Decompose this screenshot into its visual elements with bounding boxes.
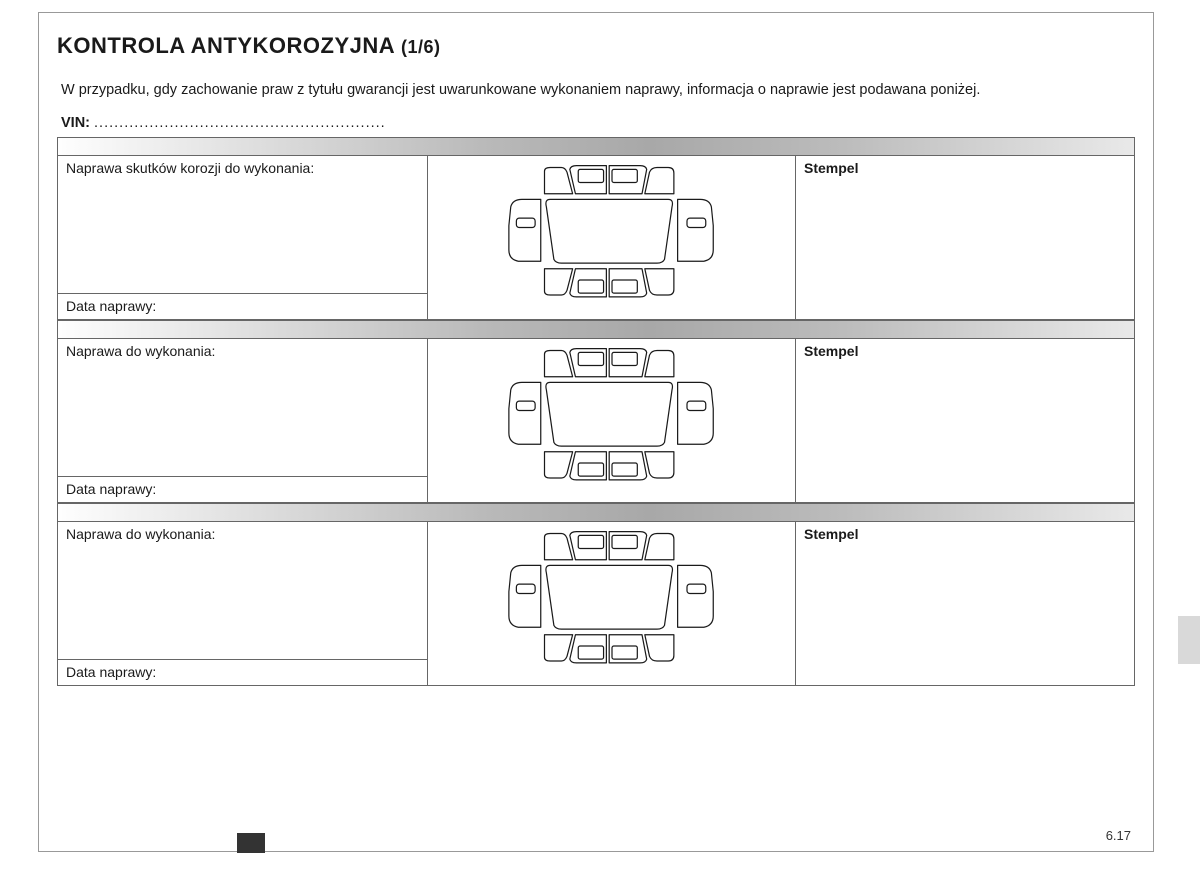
repair-date-cell: Data naprawy: bbox=[58, 476, 428, 502]
footer-tab-marker bbox=[237, 833, 265, 853]
repair-description-cell: Naprawa skutków korozji do wykonania: bbox=[58, 155, 428, 293]
vin-field: VIN: ...................................… bbox=[61, 115, 1131, 131]
title-main: KONTROLA ANTYKOROZYJNA bbox=[57, 33, 394, 58]
car-diagram-cell bbox=[428, 521, 796, 685]
stamp-label: Stempel bbox=[804, 343, 858, 359]
inspection-block-1: Naprawa skutków korozji do wykonania: St… bbox=[57, 155, 1135, 320]
page-number: 6.17 bbox=[1106, 828, 1131, 843]
inspection-block-3: Naprawa do wykonania: Stempel Data napra… bbox=[57, 521, 1135, 686]
vin-dots: ........................................… bbox=[94, 115, 386, 131]
intro-paragraph: W przypadku, gdy zachowanie praw z tytuł… bbox=[61, 81, 1131, 101]
car-diagram-cell bbox=[428, 155, 796, 319]
stamp-label: Stempel bbox=[804, 526, 858, 542]
divider-bar bbox=[57, 137, 1135, 155]
car-diagram-cell bbox=[428, 338, 796, 502]
stamp-cell: Stempel bbox=[796, 155, 1135, 319]
inspection-block-2: Naprawa do wykonania: Stempel Data napra… bbox=[57, 338, 1135, 503]
vin-label: VIN: bbox=[61, 115, 90, 131]
side-tab-marker bbox=[1178, 616, 1200, 664]
car-body-diagram-icon bbox=[452, 526, 772, 676]
repair-date-label: Data naprawy: bbox=[66, 664, 156, 680]
repair-description-cell: Naprawa do wykonania: bbox=[58, 338, 428, 476]
stamp-cell: Stempel bbox=[796, 338, 1135, 502]
page-title: KONTROLA ANTYKOROZYJNA (1/6) bbox=[57, 33, 1135, 59]
divider-bar bbox=[57, 320, 1135, 338]
stamp-label: Stempel bbox=[804, 160, 858, 176]
divider-bar bbox=[57, 503, 1135, 521]
repair-date-label: Data naprawy: bbox=[66, 481, 156, 497]
repair-label: Naprawa skutków korozji do wykonania: bbox=[66, 160, 314, 176]
repair-date-label: Data naprawy: bbox=[66, 298, 156, 314]
inspection-tables: Naprawa skutków korozji do wykonania: St… bbox=[57, 137, 1135, 686]
document-page: KONTROLA ANTYKOROZYJNA (1/6) W przypadku… bbox=[38, 12, 1154, 852]
car-body-diagram-icon bbox=[452, 160, 772, 310]
stamp-cell: Stempel bbox=[796, 521, 1135, 685]
repair-label: Naprawa do wykonania: bbox=[66, 526, 215, 542]
car-body-diagram-icon bbox=[452, 343, 772, 493]
repair-date-cell: Data naprawy: bbox=[58, 659, 428, 685]
repair-description-cell: Naprawa do wykonania: bbox=[58, 521, 428, 659]
repair-date-cell: Data naprawy: bbox=[58, 293, 428, 319]
title-sub: (1/6) bbox=[401, 37, 441, 57]
repair-label: Naprawa do wykonania: bbox=[66, 343, 215, 359]
